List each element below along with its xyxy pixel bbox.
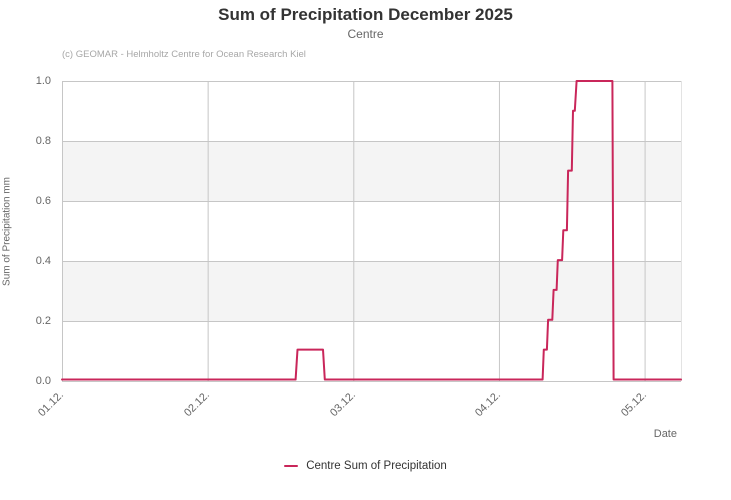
y-axis-labels: 0.0 0.2 0.4 0.6 0.8 1.0 bbox=[0, 0, 51, 400]
y-tick-label: 0.4 bbox=[35, 254, 51, 267]
credits-text: (c) GEOMAR - Helmholtz Centre for Ocean … bbox=[62, 49, 306, 60]
series-line-centre-sum-of-precipitation bbox=[61, 80, 682, 381]
x-axis-title: Date bbox=[653, 428, 677, 440]
y-tick-label: 0.6 bbox=[35, 194, 51, 207]
y-tick-label: 0.0 bbox=[35, 374, 51, 387]
y-tick-label: 0.8 bbox=[35, 134, 51, 147]
chart-title: Sum of Precipitation December 2025 bbox=[218, 5, 513, 24]
chart-subtitle: Centre bbox=[347, 27, 384, 41]
legend-item-centre[interactable]: Centre Sum of Precipitation bbox=[284, 460, 447, 472]
legend-label: Centre Sum of Precipitation bbox=[306, 460, 447, 472]
y-tick-label: 0.2 bbox=[35, 314, 51, 327]
legend: Centre Sum of Precipitation bbox=[0, 457, 731, 475]
y-tick-label: 1.0 bbox=[35, 74, 51, 87]
alternate-band bbox=[62, 261, 681, 321]
legend-line-marker bbox=[284, 464, 299, 468]
alternate-band bbox=[62, 141, 681, 201]
y-axis-title: Sum of Precipitation mm bbox=[1, 177, 13, 286]
